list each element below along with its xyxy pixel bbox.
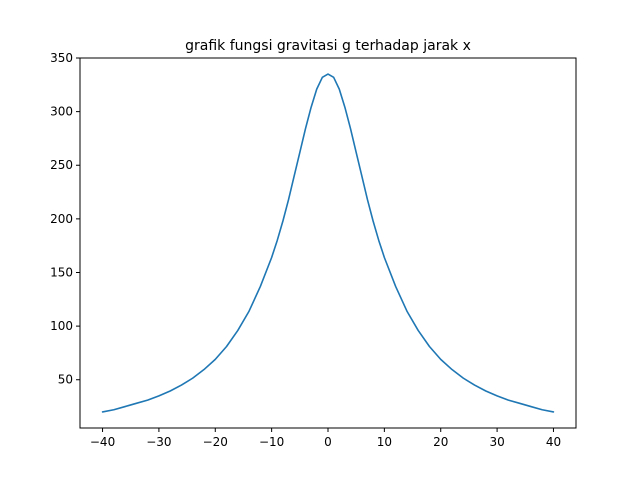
x-tick-label: 40 xyxy=(546,435,561,449)
y-tick-label: 350 xyxy=(50,51,73,65)
plot-area xyxy=(101,73,555,413)
x-tick-label: −30 xyxy=(146,435,171,449)
chart-title: grafik fungsi gravitasi g terhadap jarak… xyxy=(185,38,471,54)
x-tick-label: −40 xyxy=(90,435,115,449)
y-tick-label: 50 xyxy=(58,373,73,387)
y-tick-label: 100 xyxy=(50,319,73,333)
y-tick-label: 250 xyxy=(50,158,73,172)
x-tick-label: 30 xyxy=(489,435,504,449)
x-tick-label: −10 xyxy=(259,435,284,449)
x-axis: −40 −30 −20 −10 0 10 20 30 40 xyxy=(90,428,561,449)
series-line-0 xyxy=(101,73,555,413)
axes-frame xyxy=(79,57,577,429)
x-tick-label: 10 xyxy=(377,435,392,449)
x-tick-label: −20 xyxy=(203,435,228,449)
x-tick-label: 0 xyxy=(324,435,332,449)
x-tick-label: 20 xyxy=(433,435,448,449)
y-axis: 50 100 150 200 250 300 350 xyxy=(50,51,80,387)
y-tick-label: 200 xyxy=(50,212,73,226)
y-tick-label: 300 xyxy=(50,105,73,119)
y-tick-label: 150 xyxy=(50,265,73,279)
